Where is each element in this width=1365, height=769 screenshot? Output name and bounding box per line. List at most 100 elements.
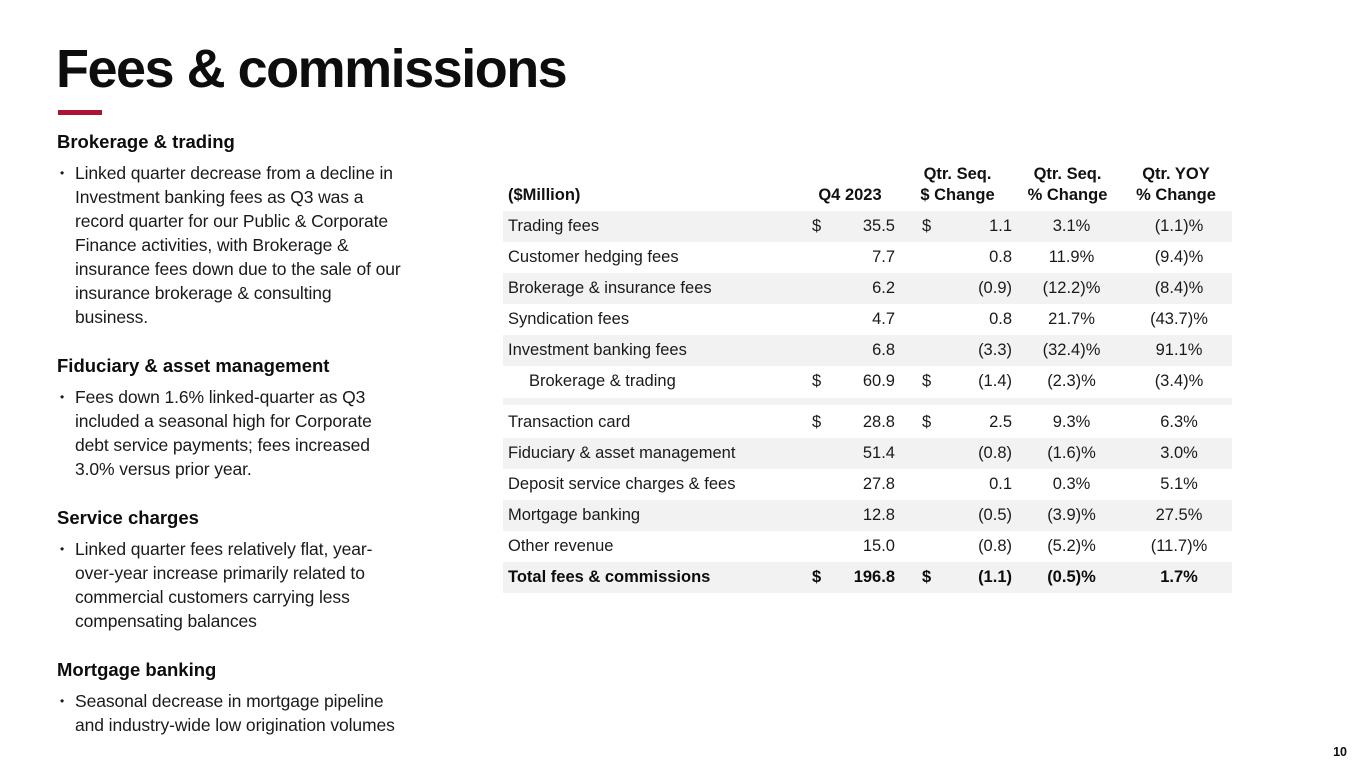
cell-q4-2023: $60.9 (800, 372, 900, 391)
cell-q4-2023: 7.7 (800, 248, 900, 267)
table-row: Trading fees $35.5 $1.1 3.1% (1.1)% (503, 211, 1232, 242)
change-value: (0.8) (978, 444, 1012, 462)
change-value: 2.5 (989, 413, 1012, 431)
cell-seq-pct-change: (3.9)% (1047, 506, 1096, 524)
change-value: 0.8 (989, 248, 1012, 266)
q4-value: 6.2 (872, 279, 895, 297)
cell-q4-2023: $28.8 (800, 413, 900, 432)
dollar-sign: $ (922, 568, 932, 586)
cell-seq-dollar-change: $ (1.4) (900, 372, 1015, 391)
bullet-text: Linked quarter decrease from a decline i… (75, 163, 401, 327)
section-heading: Mortgage banking (57, 659, 217, 680)
bullet-item: • Linked quarter fees relatively flat, ye… (57, 537, 459, 633)
cell-seq-dollar-change: (0.8) (900, 444, 1015, 463)
change-value: 1.1 (989, 217, 1012, 235)
change-value: (1.4) (978, 372, 1012, 390)
table-row: Syndication fees 4.7 0.8 21.7% (43.7)% (503, 304, 1232, 335)
dollar-sign: $ (812, 568, 822, 586)
cell-seq-dollar-change: $1.1 (900, 217, 1015, 236)
bullet-icon: • (60, 390, 65, 404)
cell-q4-2023: $196.8 (800, 568, 900, 587)
row-label: Investment banking fees (508, 341, 687, 359)
cell-seq-pct-change: (12.2)% (1042, 279, 1101, 297)
cell-yoy-pct-change: (43.7)% (1150, 310, 1208, 328)
cell-seq-pct-change: 21.7% (1048, 310, 1095, 328)
table-row: Total fees & commissions $196.8 $ (1.1) (0.5… (503, 562, 1232, 593)
page-title: Fees & commissions (56, 39, 568, 99)
fees-table: ($Million) Q4 2023 Qtr. Seq. $ Change Qtr.… (503, 163, 1232, 593)
column-header: Qtr. Seq. $ Change (920, 165, 995, 204)
bullet-text: Seasonal decrease in mortgage pipeline a… (75, 691, 395, 735)
section: Brokerage & trading • Linked quarter decre… (57, 131, 459, 329)
cell-seq-pct-change: 3.1% (1052, 217, 1091, 235)
dollar-sign: $ (922, 372, 932, 390)
change-value: 0.8 (989, 310, 1012, 328)
q4-value: 12.8 (862, 506, 895, 524)
cell-q4-2023: 51.4 (800, 444, 900, 463)
row-label: Total fees & commissions (508, 568, 711, 586)
cell-q4-2023: 27.8 (800, 475, 900, 494)
q4-value: 60.9 (862, 372, 895, 390)
row-label: Transaction card (508, 413, 631, 431)
page-number: 10 (1333, 745, 1347, 759)
table-body: Trading fees $35.5 $1.1 3.1% (1.1)% Customer … (503, 211, 1232, 593)
cell-seq-pct-change: 0.3% (1052, 475, 1091, 493)
q4-value: 4.7 (872, 310, 895, 328)
row-label: Other revenue (508, 537, 614, 555)
dollar-sign: $ (812, 372, 822, 390)
table-row: Customer hedging fees 7.7 0.8 11.9% (9.4)% (503, 242, 1232, 273)
section: Fiduciary & asset management • Fees down 1… (57, 355, 459, 481)
row-label: Mortgage banking (508, 506, 641, 524)
q4-value: 27.8 (862, 475, 895, 493)
cell-q4-2023: $35.5 (800, 217, 900, 236)
cell-q4-2023: 12.8 (800, 506, 900, 525)
q4-value: 28.8 (862, 413, 895, 431)
dollar-sign: $ (812, 413, 822, 431)
table-spacer-row (503, 398, 1232, 405)
cell-seq-dollar-change: $ (1.1) (900, 568, 1015, 587)
table-row: Other revenue 15.0 (0.8) (5.2)% (11.7)% (503, 531, 1232, 562)
row-label: Customer hedging fees (508, 248, 679, 266)
change-value: (0.8) (978, 537, 1012, 555)
table-header-row: ($Million) Q4 2023 Qtr. Seq. $ Change Qtr.… (503, 163, 1232, 211)
cell-seq-pct-change: (2.3)% (1047, 372, 1096, 390)
section-heading: Brokerage & trading (57, 131, 235, 152)
dollar-sign: $ (922, 413, 932, 431)
row-label: Syndication fees (508, 310, 630, 328)
notes-column: Brokerage & trading • Linked quarter decre… (57, 131, 459, 763)
q4-value: 196.8 (853, 568, 895, 586)
row-label: Fiduciary & asset management (508, 444, 736, 462)
q4-value: 51.4 (862, 444, 895, 462)
cell-seq-pct-change: (5.2)% (1047, 537, 1096, 555)
cell-seq-dollar-change: $2.5 (900, 413, 1015, 432)
cell-yoy-pct-change: 91.1% (1155, 341, 1203, 359)
cell-seq-pct-change: (0.5)% (1047, 568, 1096, 586)
q4-value: 7.7 (872, 248, 895, 266)
cell-yoy-pct-change: (11.7)% (1150, 537, 1208, 555)
cell-seq-dollar-change: 0.8 (900, 248, 1015, 267)
bullet-icon: • (60, 166, 65, 180)
table-row: Investment banking fees 6.8 (3.3) (32.4)% 91… (503, 335, 1232, 366)
cell-yoy-pct-change: (9.4)% (1154, 248, 1204, 266)
section-heading: Fiduciary & asset management (57, 355, 330, 376)
row-label: Trading fees (508, 217, 600, 235)
cell-seq-dollar-change: (3.3) (900, 341, 1015, 360)
column-header: Qtr. YOY % Change (1136, 165, 1216, 204)
bullet-text: Linked quarter fees relatively flat, yea… (75, 539, 373, 631)
column-header-unit: ($Million) (508, 186, 581, 204)
change-value: (1.1) (978, 568, 1012, 586)
row-label: Deposit service charges & fees (508, 475, 736, 493)
table-row: Mortgage banking 12.8 (0.5) (3.9)% 27.5% (503, 500, 1232, 531)
cell-q4-2023: 6.8 (800, 341, 900, 360)
q4-value: 6.8 (872, 341, 895, 359)
cell-yoy-pct-change: (3.4)% (1154, 372, 1204, 390)
bullet-icon: • (60, 694, 65, 708)
change-value: (0.5) (978, 506, 1012, 524)
change-value: (0.9) (978, 279, 1012, 297)
table-row: Deposit service charges & fees 27.8 0.1 0.3… (503, 469, 1232, 500)
bullet-text: Fees down 1.6% linked-quarter as Q3 incl… (75, 387, 372, 479)
change-value: (3.3) (978, 341, 1012, 359)
change-value: 0.1 (989, 475, 1012, 493)
cell-yoy-pct-change: 27.5% (1155, 506, 1203, 524)
